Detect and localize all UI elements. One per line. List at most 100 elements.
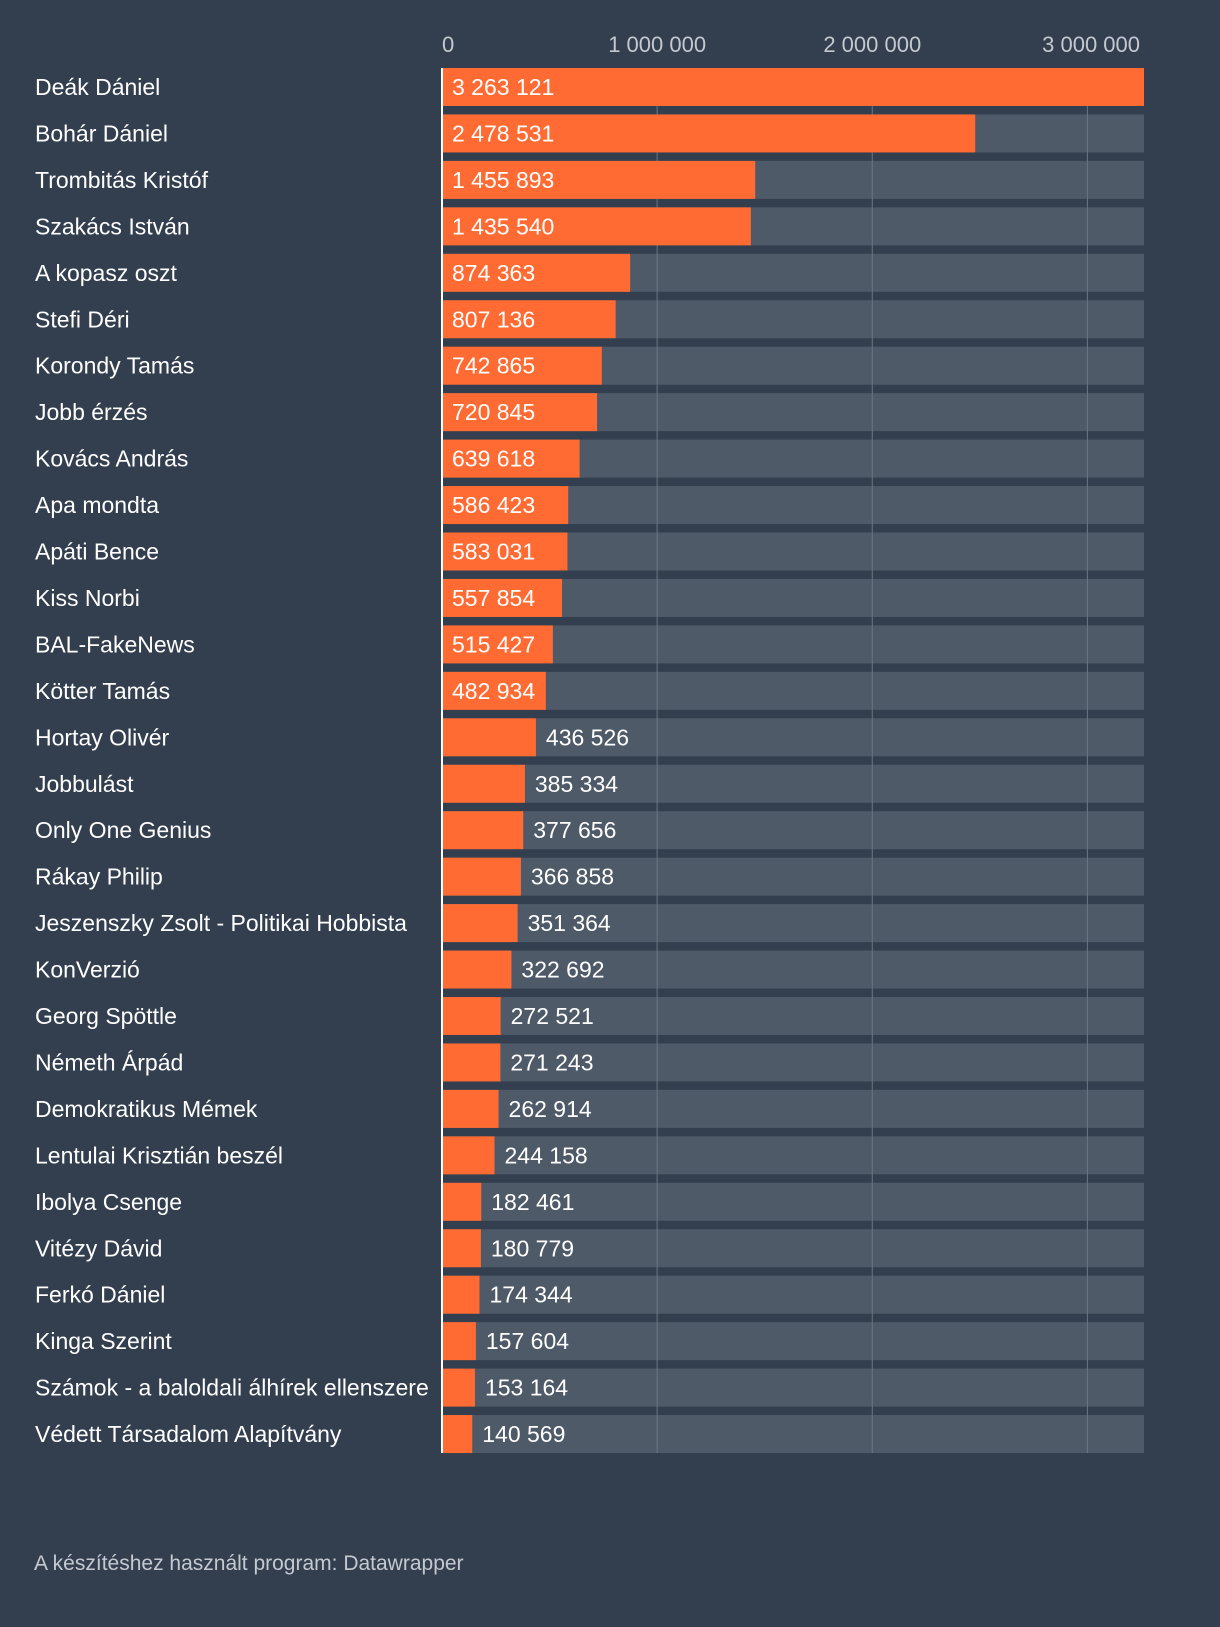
bar [442, 160, 756, 199]
bar [442, 68, 1144, 106]
value-label: 436 526 [546, 724, 629, 750]
bar [442, 718, 536, 757]
value-label: 874 363 [452, 260, 535, 286]
category-label: Jobb érzés [35, 399, 148, 425]
value-label: 1 435 540 [452, 213, 554, 239]
bar [442, 1136, 495, 1175]
category-label: Georg Spöttle [35, 1003, 177, 1029]
bar [442, 578, 563, 617]
value-label: 3 263 121 [452, 74, 554, 100]
bar-track [442, 857, 1144, 896]
value-label: 639 618 [452, 446, 535, 472]
bar [442, 532, 568, 571]
value-label: 157 604 [486, 1328, 569, 1354]
value-label: 351 364 [528, 910, 611, 936]
bar-track [442, 1229, 1144, 1268]
bar [442, 439, 580, 478]
gridlines [656, 68, 1088, 1454]
value-label: 366 858 [531, 864, 614, 890]
value-label: 244 158 [505, 1142, 588, 1168]
category-label: Rákay Philip [35, 864, 163, 890]
category-label: Védett Társadalom Alapítvány [35, 1421, 342, 1447]
category-label: Kovács András [35, 446, 188, 472]
value-label: 482 934 [452, 678, 535, 704]
value-label: 153 164 [485, 1375, 568, 1401]
value-label: 1 455 893 [452, 167, 554, 193]
bar [442, 393, 598, 432]
bar [442, 346, 602, 385]
bar-track [442, 764, 1144, 803]
footer-credit: A készítéshez használt program: Datawrap… [34, 1552, 464, 1575]
category-label: Ibolya Csenge [35, 1189, 182, 1215]
value-label: 720 845 [452, 399, 535, 425]
category-label: Jobbulást [35, 771, 134, 797]
bar [442, 1229, 481, 1268]
category-label: Kinga Szerint [35, 1328, 172, 1354]
category-label: Németh Árpád [35, 1049, 183, 1075]
category-label: BAL-FakeNews [35, 631, 195, 657]
category-label: Apáti Bence [35, 539, 159, 565]
bar-track [442, 625, 1144, 664]
category-label: Bohár Dániel [35, 120, 168, 146]
bar [442, 1415, 473, 1454]
category-label: Korondy Tamás [35, 353, 194, 379]
category-label: Demokratikus Mémek [35, 1096, 258, 1122]
bar [442, 1043, 501, 1082]
value-label: 180 779 [491, 1235, 574, 1261]
bar [442, 114, 976, 153]
value-label: 262 914 [509, 1096, 592, 1122]
bar [442, 671, 546, 710]
bar-track [442, 1043, 1144, 1082]
category-labels: Deák Dániel Bohár Dániel Trombitás Kristóf… [35, 74, 429, 1447]
value-label: 583 031 [452, 539, 535, 565]
bar [442, 950, 512, 989]
bar [442, 1322, 476, 1361]
x-tick-label: 2 000 000 [823, 32, 921, 57]
value-label: 586 423 [452, 492, 535, 518]
bar [442, 1275, 480, 1314]
bar [442, 764, 525, 803]
bar-track [442, 671, 1144, 710]
bar [442, 1089, 499, 1128]
value-label: 174 344 [490, 1282, 573, 1308]
bar [442, 486, 569, 525]
bar [442, 300, 616, 339]
value-label: 272 521 [511, 1003, 594, 1029]
bar-track [442, 1368, 1144, 1407]
category-label: KonVerzió [35, 957, 140, 983]
category-label: Trombitás Kristóf [35, 167, 209, 193]
x-tick-label: 0 [442, 32, 454, 57]
value-label: 515 427 [452, 631, 535, 657]
category-label: Ferkó Dániel [35, 1282, 165, 1308]
bar [442, 207, 751, 246]
x-axis: 0 1 000 000 2 000 000 3 000 000 [441, 32, 1140, 1454]
bar [442, 253, 631, 292]
bar-track [442, 1322, 1144, 1361]
category-label: Vitézy Dávid [35, 1235, 162, 1261]
bar-track [442, 1089, 1144, 1128]
bar-track [442, 718, 1144, 757]
bar-track [442, 904, 1144, 943]
bars [442, 68, 1144, 1454]
bar-track [442, 811, 1144, 850]
category-label: Számok - a baloldali álhírek ellenszere [35, 1375, 429, 1401]
bar-track [442, 1415, 1144, 1454]
bar [442, 857, 521, 896]
bar [442, 1368, 475, 1407]
value-label: 271 243 [510, 1049, 593, 1075]
bar-track [442, 1275, 1144, 1314]
bar [442, 1182, 482, 1221]
value-label: 742 865 [452, 353, 535, 379]
bar [442, 811, 524, 850]
category-label: Apa mondta [35, 492, 159, 518]
value-label: 807 136 [452, 306, 535, 332]
category-label: A kopasz oszt [35, 260, 178, 286]
x-tick-label: 3 000 000 [1042, 32, 1140, 57]
bar-track [442, 950, 1144, 989]
category-label: Only One Genius [35, 817, 211, 843]
value-label: 557 854 [452, 585, 535, 611]
bar [442, 625, 553, 664]
category-label: Stefi Déri [35, 306, 130, 332]
